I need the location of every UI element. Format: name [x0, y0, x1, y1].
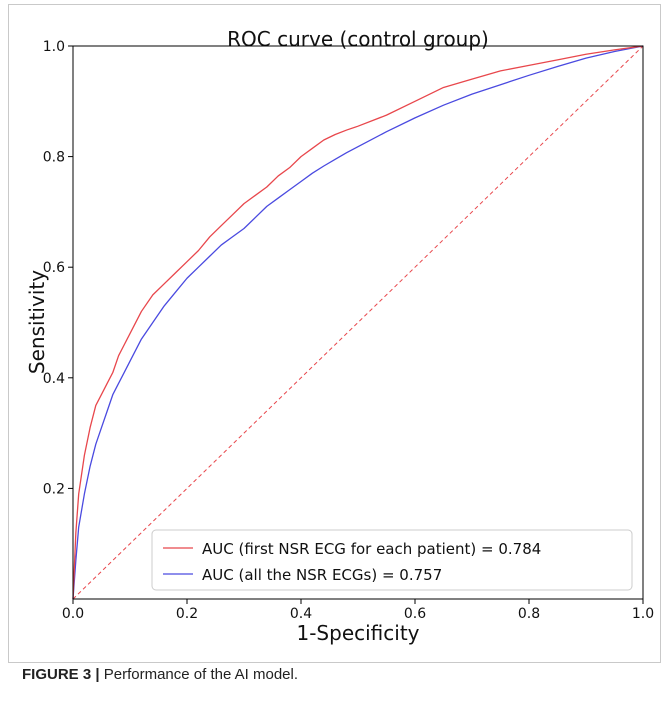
plot-area-frame [72, 45, 644, 600]
x-tick-label: 0.4 [290, 606, 312, 622]
reference-diagonal [72, 45, 644, 600]
reference-line-layer [72, 45, 644, 600]
legend-box [151, 529, 633, 591]
x-tick-label: 0.8 [518, 606, 540, 622]
chart-title: ROC curve (control group) [227, 27, 489, 51]
y-ticks: 0.2 0.4 0.6 0.8 1.0 [43, 39, 73, 497]
y-tick-label: 0.2 [43, 481, 65, 497]
y-tick-label: 0.4 [43, 371, 65, 387]
x-ticks: 0.0 0.2 0.4 0.6 0.8 1.0 [62, 599, 654, 622]
y-tick-label: 0.6 [43, 260, 65, 276]
x-tick-label: 0.0 [62, 606, 84, 622]
legend-label-first-nsr: AUC (first NSR ECG for each patient) = 0… [202, 540, 541, 558]
figure-caption: FIGURE 3 | Performance of the AI model. [22, 666, 298, 683]
y-tick-label: 1.0 [43, 39, 65, 55]
x-axis-label: 1-Specificity [296, 621, 419, 645]
roc-line-first-nsr [72, 45, 644, 600]
legend: AUC (first NSR ECG for each patient) = 0… [151, 529, 633, 591]
x-tick-label: 1.0 [632, 606, 654, 622]
y-axis-label: Sensitivity [25, 270, 49, 374]
roc-line-all-nsr [72, 45, 644, 600]
caption-text: Performance of the AI model. [103, 666, 299, 683]
x-tick-label: 0.6 [404, 606, 426, 622]
caption-separator: | [91, 666, 104, 683]
x-tick-label: 0.2 [176, 606, 198, 622]
y-tick-label: 0.8 [43, 150, 65, 166]
series-layer [72, 45, 644, 600]
caption-label: FIGURE 3 [22, 666, 92, 683]
legend-label-all-nsr: AUC (all the NSR ECGs) = 0.757 [202, 566, 442, 584]
